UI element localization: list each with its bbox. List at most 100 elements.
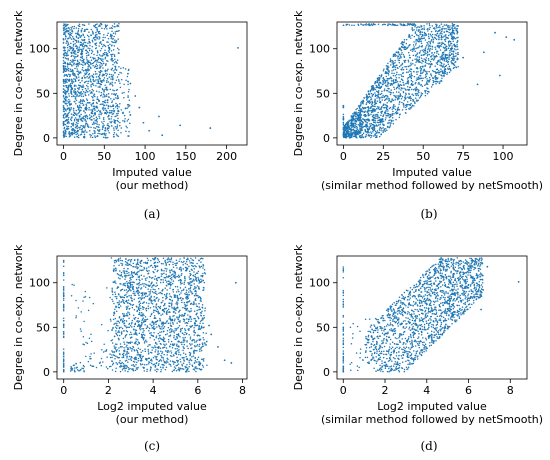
data-point bbox=[107, 60, 109, 62]
data-point bbox=[423, 58, 425, 60]
data-point bbox=[113, 35, 115, 38]
data-point bbox=[350, 121, 353, 123]
data-point bbox=[149, 323, 151, 326]
data-point bbox=[421, 54, 423, 56]
data-point bbox=[140, 351, 142, 354]
data-point bbox=[377, 23, 380, 25]
data-point bbox=[72, 45, 75, 47]
data-point bbox=[98, 38, 100, 40]
data-point bbox=[396, 24, 399, 27]
data-point bbox=[78, 46, 81, 48]
data-point bbox=[149, 293, 151, 295]
data-point bbox=[396, 71, 398, 73]
data-point bbox=[361, 110, 364, 112]
data-point bbox=[79, 126, 81, 129]
data-point bbox=[145, 269, 148, 271]
data-point bbox=[92, 65, 94, 67]
data-point bbox=[351, 117, 354, 119]
data-point bbox=[388, 116, 391, 119]
data-point bbox=[107, 44, 109, 47]
data-point bbox=[91, 115, 93, 118]
data-point bbox=[442, 53, 444, 56]
data-point bbox=[90, 63, 92, 66]
data-point bbox=[394, 99, 396, 101]
data-point bbox=[143, 337, 145, 339]
data-point bbox=[183, 343, 186, 346]
data-point bbox=[102, 100, 104, 103]
data-point bbox=[92, 115, 95, 117]
data-point bbox=[99, 64, 101, 66]
data-point bbox=[372, 129, 375, 132]
data-point bbox=[416, 52, 419, 54]
data-point bbox=[179, 287, 182, 289]
data-point bbox=[397, 83, 400, 85]
data-point bbox=[438, 25, 441, 27]
data-point bbox=[408, 56, 411, 59]
data-point bbox=[439, 32, 441, 35]
data-point bbox=[75, 35, 78, 37]
data-point bbox=[367, 118, 370, 120]
data-point bbox=[443, 57, 446, 60]
data-point bbox=[179, 258, 181, 260]
data-point bbox=[89, 44, 91, 47]
data-point bbox=[195, 361, 198, 363]
data-point bbox=[383, 79, 386, 81]
data-point bbox=[101, 81, 103, 83]
data-point bbox=[159, 319, 162, 321]
data-point bbox=[383, 124, 385, 126]
data-point bbox=[189, 274, 192, 277]
data-point bbox=[160, 278, 162, 281]
data-point bbox=[150, 358, 153, 360]
data-point bbox=[85, 70, 87, 72]
data-point bbox=[437, 26, 440, 29]
data-point bbox=[126, 286, 129, 288]
data-point bbox=[76, 51, 79, 53]
data-point bbox=[125, 79, 127, 82]
data-point bbox=[98, 36, 100, 38]
data-point bbox=[98, 126, 100, 129]
data-point bbox=[448, 53, 451, 55]
outlier-point bbox=[127, 72, 129, 75]
data-point bbox=[101, 64, 103, 66]
data-point bbox=[438, 82, 441, 85]
data-point bbox=[422, 71, 424, 74]
data-point bbox=[73, 120, 76, 122]
data-point bbox=[384, 104, 387, 106]
data-point bbox=[63, 49, 66, 51]
data-point bbox=[169, 287, 171, 289]
data-point bbox=[88, 126, 90, 128]
data-point bbox=[412, 24, 415, 26]
data-point bbox=[68, 73, 70, 76]
data-point bbox=[113, 119, 115, 121]
data-point bbox=[440, 62, 443, 64]
data-point bbox=[425, 59, 427, 61]
data-point bbox=[367, 109, 369, 111]
data-point bbox=[416, 100, 418, 103]
data-point bbox=[64, 96, 67, 98]
data-point bbox=[102, 58, 104, 60]
data-point bbox=[172, 291, 175, 293]
data-point bbox=[116, 125, 118, 128]
data-point bbox=[71, 123, 73, 125]
data-point bbox=[126, 120, 129, 122]
data-point bbox=[177, 299, 179, 302]
data-point bbox=[129, 276, 132, 279]
data-point bbox=[440, 38, 443, 40]
data-point bbox=[105, 133, 107, 135]
data-point bbox=[419, 95, 422, 98]
data-point bbox=[428, 28, 431, 30]
data-point bbox=[410, 62, 412, 64]
data-point bbox=[184, 329, 187, 332]
y-tick-label: 0 bbox=[43, 132, 50, 145]
data-point bbox=[181, 343, 183, 346]
data-point bbox=[126, 344, 128, 347]
data-point bbox=[435, 34, 438, 36]
data-point bbox=[107, 81, 110, 83]
data-point bbox=[83, 115, 85, 117]
data-point bbox=[166, 296, 168, 299]
data-point bbox=[165, 362, 167, 364]
data-point bbox=[408, 73, 411, 76]
data-point bbox=[372, 128, 374, 130]
data-point bbox=[201, 304, 204, 306]
